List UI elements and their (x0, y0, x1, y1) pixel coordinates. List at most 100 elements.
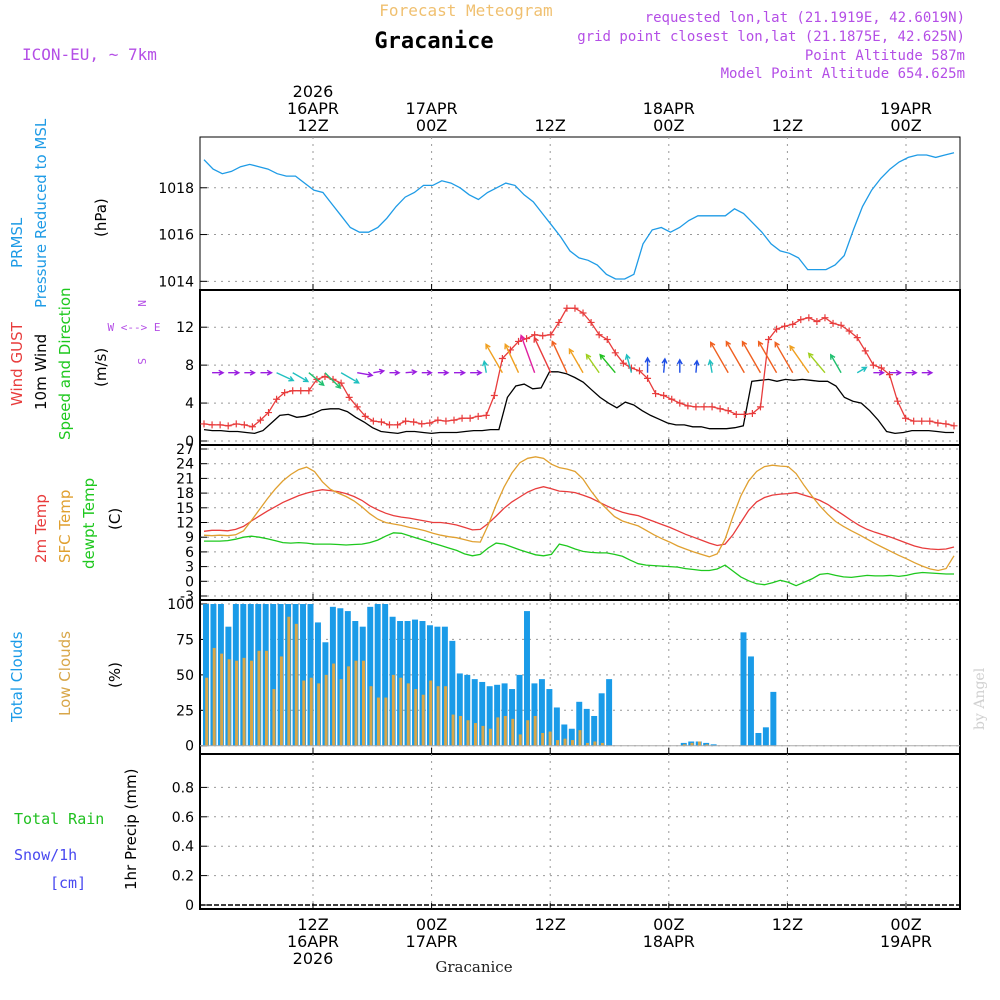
low-cloud-bar (533, 715, 537, 746)
total-cloud-bar (576, 701, 583, 746)
location-title: Gracanice (374, 29, 493, 54)
total-cloud-bar (464, 674, 471, 746)
wind-point-wind-gust (894, 397, 902, 405)
low-cloud-bar (205, 677, 209, 746)
wind-point-wind-gust (797, 316, 805, 324)
plot-area: 10141016101804812-3036912151821242702550… (158, 82, 961, 968)
low-cloud-bar (496, 717, 500, 746)
wind-point-wind-gust (240, 421, 248, 429)
low-cloud-bar (548, 731, 552, 746)
wind-direction-arrow (807, 352, 826, 374)
total-cloud-bar (553, 707, 560, 746)
wind-point-wind-gust (571, 304, 579, 312)
point-altitude: Point Altitude 587m (805, 48, 965, 64)
low-cloud-bar (697, 741, 701, 746)
wind-point-wind-gust (845, 327, 853, 335)
wind-point-wind-gust (652, 390, 660, 398)
low-cloud-bar (309, 677, 313, 746)
top-time-label: 18APR (643, 99, 695, 118)
bottom-time-label: 19APR (880, 932, 932, 951)
total-cloud-bar (374, 604, 381, 746)
wind-direction-arrow (707, 359, 714, 373)
low-cloud-bar (317, 683, 321, 746)
wind-point-wind-gust (426, 419, 434, 427)
wind-point-wind-gust (789, 320, 797, 328)
pressure-frame (199, 136, 961, 291)
wind-direction-arrow (676, 358, 683, 373)
bottom-time-label: 00Z (653, 915, 684, 934)
precip-ytick-label: 0.8 (172, 780, 194, 796)
requested-point: requested lon,lat (21.1919E, 42.6019N) (645, 10, 965, 26)
wind-point-wind-gust (232, 420, 240, 428)
wind-point-wind-gust (555, 318, 563, 326)
clouds-ytick-label: 0 (185, 739, 194, 755)
total-cloud-bar (755, 732, 762, 746)
wind-point-wind-gust (474, 412, 482, 420)
wind-direction-arrow (504, 343, 520, 374)
wind-point-wind-gust (563, 304, 571, 312)
low-cloud-bar (302, 680, 306, 746)
low-cloud-bar (332, 663, 336, 746)
low-cloud-bar (414, 689, 418, 746)
cloud-unit: (%) (106, 662, 124, 688)
low-cloud-bar (384, 697, 388, 746)
low-cloud-bar (324, 674, 328, 746)
wind-direction-arrow (774, 341, 794, 374)
low-cloud-bar (556, 740, 560, 746)
total-cloud-bar (531, 683, 538, 746)
temperature-ytick-label: 15 (176, 501, 194, 517)
wind-point-wind-gust (660, 391, 668, 399)
total-cloud-bar (598, 693, 605, 746)
compass-we: W <--> E (108, 321, 161, 334)
compass-s: S (135, 358, 148, 365)
wind-direction-arrow (709, 341, 729, 374)
wind-point-wind-gust (458, 414, 466, 422)
wind-ytick-label: 8 (185, 358, 194, 374)
total-cloud-bar (546, 689, 553, 746)
wind-direction-arrow (519, 334, 536, 373)
low-cloud-bar (294, 623, 298, 746)
top-time-label: 00Z (653, 116, 684, 135)
low-cloud-bar (451, 714, 455, 746)
wind-point-wind-gust (716, 405, 724, 413)
temperature-ytick-label: 12 (176, 516, 194, 532)
wind-point-wind-gust (345, 393, 353, 401)
precip-unit: 1hr Precip (mm) (122, 769, 140, 890)
wind-ytick-label: 12 (176, 320, 194, 336)
total-cloud-bar (501, 683, 508, 746)
wind-direction-arrow (308, 372, 325, 387)
wind-point-wind-gust (902, 414, 910, 422)
top-time-label: 00Z (416, 116, 447, 135)
low-cloud-bar (690, 742, 694, 746)
low-cloud-bar (257, 650, 261, 746)
low-cloud-bar (473, 723, 477, 746)
wind-direction-arrow (905, 369, 918, 376)
top-time-label: 00Z (890, 116, 921, 135)
wind-point-wind-gust (611, 349, 619, 357)
wind-direction-arrow (244, 369, 256, 376)
wind-point-wind-gust (394, 421, 402, 429)
wind-direction-arrow (405, 369, 418, 376)
wind-direction-arrow (921, 369, 934, 376)
wind-point-wind-gust (740, 410, 748, 418)
wind-point-wind-gust (418, 420, 426, 428)
pressure-ylabel-2: Pressure Reduced to MSL (32, 118, 50, 308)
temp-unit: (C) (106, 508, 124, 530)
bottom-time-label: 16APR (287, 932, 339, 951)
wind-point-wind-gust (950, 422, 958, 430)
wind-direction-arrow (533, 336, 552, 374)
wind-point-wind-gust (619, 359, 627, 367)
low-cloud-bar (466, 720, 470, 746)
wind-point-wind-gust (668, 395, 676, 403)
wind-point-wind-gust (377, 418, 385, 426)
low-cloud-bar (235, 660, 239, 746)
wind-direction-arrow (260, 369, 273, 376)
total-cloud-bar (456, 673, 463, 746)
wind-point-wind-gust (482, 411, 490, 419)
wind-direction-arrow (585, 353, 600, 374)
model-altitude: Model Point Altitude 654.625m (721, 66, 965, 82)
total-cloud-bar (762, 727, 769, 746)
wind-direction-arrow (437, 369, 450, 376)
low-cloud-bar (212, 647, 216, 746)
wind-direction-arrow (661, 357, 668, 373)
